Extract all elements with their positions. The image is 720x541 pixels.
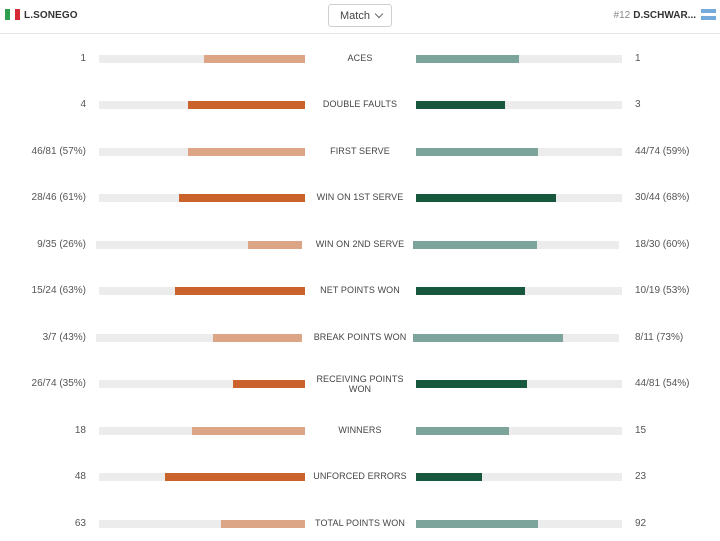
left-bar-fill: [187, 101, 305, 109]
right-value: 44/81 (54%): [635, 378, 690, 389]
left-bar-fill: [213, 334, 302, 342]
stat-row-break-points-won: 3/7 (43%) BREAK POINTS WON 8/11 (73%): [0, 331, 720, 345]
right-value: 1: [635, 53, 641, 64]
right-bar-fill: [416, 473, 482, 481]
right-value: 18/30 (60%): [635, 239, 690, 250]
period-select[interactable]: Match: [328, 4, 392, 27]
left-bar-fill: [232, 380, 305, 388]
right-bar-fill: [416, 520, 538, 528]
left-player-name[interactable]: L.SONEGO: [24, 10, 78, 21]
left-bar-fill: [248, 241, 302, 249]
left-value: 28/46 (61%): [31, 192, 86, 203]
right-value: 23: [635, 471, 647, 482]
left-bar-track: [99, 287, 305, 295]
left-bar-track: [99, 194, 305, 202]
right-bar-fill: [416, 55, 519, 63]
left-value: 18: [74, 425, 86, 436]
stat-label: WIN ON 2ND SERVE: [315, 239, 405, 249]
right-bar-track: [416, 473, 622, 481]
chevron-down-icon: [374, 9, 384, 19]
right-value: 30/44 (68%): [635, 192, 690, 203]
stat-row-win-on-2nd-serve: 9/35 (26%) WIN ON 2ND SERVE 18/30 (60%): [0, 238, 720, 252]
right-bar-fill: [413, 241, 537, 249]
stat-label: UNFORCED ERRORS: [313, 471, 407, 481]
right-bar-fill: [413, 334, 564, 342]
left-value: 46/81 (57%): [31, 146, 86, 157]
right-bar-fill: [416, 287, 526, 295]
right-bar-track: [416, 380, 622, 388]
left-bar-fill: [220, 520, 305, 528]
italy-flag-icon: [5, 9, 20, 20]
left-bar-track: [99, 380, 305, 388]
stat-row-unforced-errors: 48 UNFORCED ERRORS 23: [0, 470, 720, 484]
left-bar-track: [99, 427, 305, 435]
argentina-flag-icon: [701, 9, 716, 20]
stat-row-first-serve: 46/81 (57%) FIRST SERVE 44/74 (59%): [0, 145, 720, 159]
left-bar-fill: [179, 194, 305, 202]
stat-label: WIN ON 1ST SERVE: [316, 192, 404, 202]
right-value: 10/19 (53%): [635, 285, 690, 296]
right-player-seed: #12: [613, 10, 631, 21]
right-bar-fill: [416, 427, 509, 435]
right-bar-track: [416, 101, 622, 109]
right-value: 44/74 (59%): [635, 146, 690, 157]
left-bar-fill: [191, 427, 305, 435]
right-player[interactable]: #12 D.SCHWAR...: [614, 10, 696, 21]
right-bar-track: [416, 520, 622, 528]
left-bar-track: [99, 101, 305, 109]
stat-label: FIRST SERVE: [330, 146, 390, 156]
left-value: 4: [80, 99, 86, 110]
left-bar-track: [96, 241, 302, 249]
left-value: 9/35 (26%): [37, 239, 86, 250]
right-bar-track: [416, 55, 622, 63]
right-value: 8/11 (73%): [635, 332, 684, 343]
right-bar-track: [416, 287, 622, 295]
stat-label: NET POINTS WON: [320, 285, 400, 295]
right-player-name: D.SCHWAR...: [633, 10, 696, 21]
stat-label: ACES: [347, 53, 373, 63]
stat-row-net-points-won: 15/24 (63%) NET POINTS WON 10/19 (53%): [0, 284, 720, 298]
left-bar-fill: [187, 148, 305, 156]
period-select-value: Match: [340, 10, 370, 22]
left-bar-fill: [175, 287, 305, 295]
stat-row-win-on-1st-serve: 28/46 (61%) WIN ON 1ST SERVE 30/44 (68%): [0, 191, 720, 205]
right-bar-track: [416, 194, 622, 202]
right-bar-track: [416, 427, 622, 435]
right-bar-track: [413, 334, 619, 342]
stat-label: WINNERS: [338, 425, 382, 435]
left-bar-track: [96, 334, 302, 342]
stat-row-receiving-points-won: 26/74 (35%) RECEIVING POINTS WON 44/81 (…: [0, 374, 720, 394]
right-bar-track: [416, 148, 622, 156]
stat-row-winners: 18 WINNERS 15: [0, 424, 720, 438]
stat-label: BREAK POINTS WON: [313, 332, 407, 342]
stat-row-double-faults: 4 DOUBLE FAULTS 3: [0, 98, 720, 112]
left-bar-fill: [204, 55, 305, 63]
left-bar-track: [99, 55, 305, 63]
stat-row-aces: 1 ACES 1: [0, 52, 720, 66]
stat-row-total-points-won: 63 TOTAL POINTS WON 92: [0, 517, 720, 531]
right-bar-fill: [416, 380, 528, 388]
right-value: 3: [635, 99, 641, 110]
left-bar-fill: [164, 473, 305, 481]
right-value: 92: [635, 518, 647, 529]
left-value: 3/7 (43%): [42, 332, 86, 343]
right-bar-fill: [416, 194, 557, 202]
right-value: 15: [635, 425, 647, 436]
left-value: 15/24 (63%): [31, 285, 86, 296]
stat-label: TOTAL POINTS WON: [315, 518, 405, 528]
left-bar-track: [99, 473, 305, 481]
stat-label: RECEIVING POINTS WON: [316, 374, 404, 394]
right-bar-track: [413, 241, 619, 249]
right-bar-fill: [416, 101, 505, 109]
left-value: 26/74 (35%): [31, 378, 86, 389]
match-header: L.SONEGO Match #12 D.SCHWAR...: [0, 0, 720, 34]
left-value: 63: [74, 518, 86, 529]
left-bar-track: [99, 148, 305, 156]
left-value: 48: [74, 471, 86, 482]
left-value: 1: [80, 53, 86, 64]
left-bar-track: [99, 520, 305, 528]
right-bar-fill: [416, 148, 538, 156]
stat-label: DOUBLE FAULTS: [322, 99, 398, 109]
